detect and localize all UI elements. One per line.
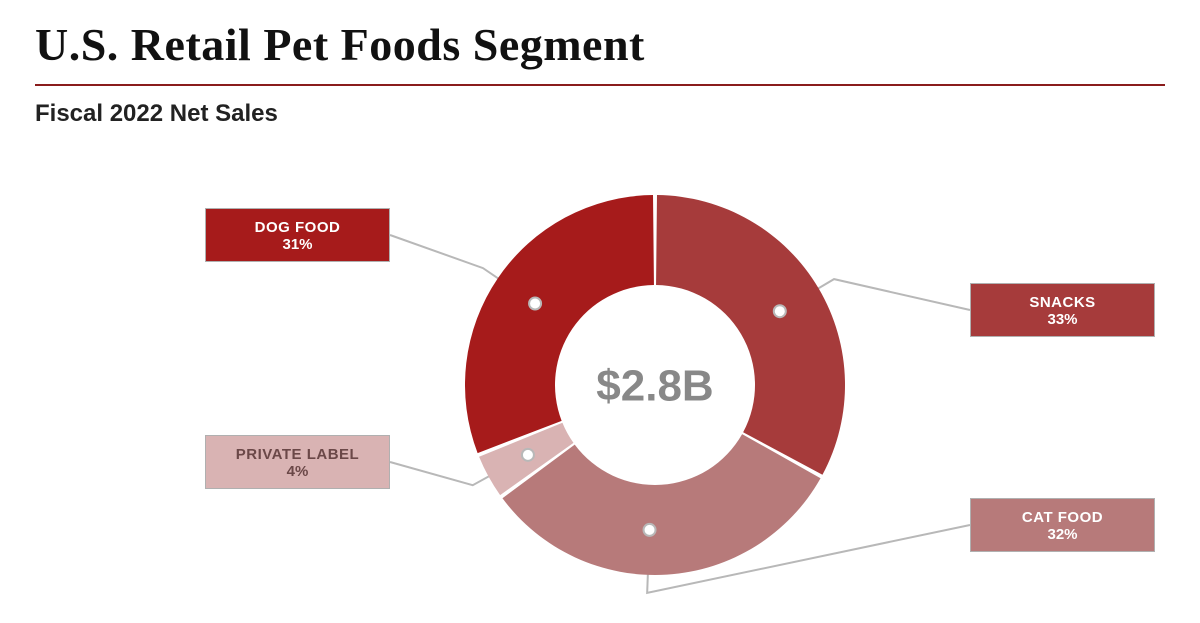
leader-dot-dog_food bbox=[529, 297, 541, 309]
callout-dog_food: DOG FOOD31% bbox=[205, 208, 390, 262]
callout-cat_food: CAT FOOD32% bbox=[970, 498, 1155, 552]
slide: U.S. Retail Pet Foods Segment Fiscal 202… bbox=[0, 0, 1200, 623]
leader-dot-private_label bbox=[522, 449, 534, 461]
donut-center-value: $2.8B bbox=[596, 362, 713, 411]
donut-slice-dog_food bbox=[465, 195, 654, 453]
callout-label: DOG FOOD bbox=[220, 219, 375, 236]
callout-label: SNACKS bbox=[985, 294, 1140, 311]
leader-dot-snacks bbox=[774, 305, 786, 317]
donut-slice-snacks bbox=[656, 195, 845, 475]
callout-percent: 4% bbox=[220, 463, 375, 480]
callout-percent: 31% bbox=[220, 236, 375, 253]
callout-percent: 32% bbox=[985, 526, 1140, 543]
callout-percent: 33% bbox=[985, 311, 1140, 328]
callout-label: CAT FOOD bbox=[985, 509, 1140, 526]
callout-snacks: SNACKS33% bbox=[970, 283, 1155, 337]
leader-dot-cat_food bbox=[644, 524, 656, 536]
callout-label: PRIVATE LABEL bbox=[220, 446, 375, 463]
callout-private_label: PRIVATE LABEL4% bbox=[205, 435, 390, 489]
